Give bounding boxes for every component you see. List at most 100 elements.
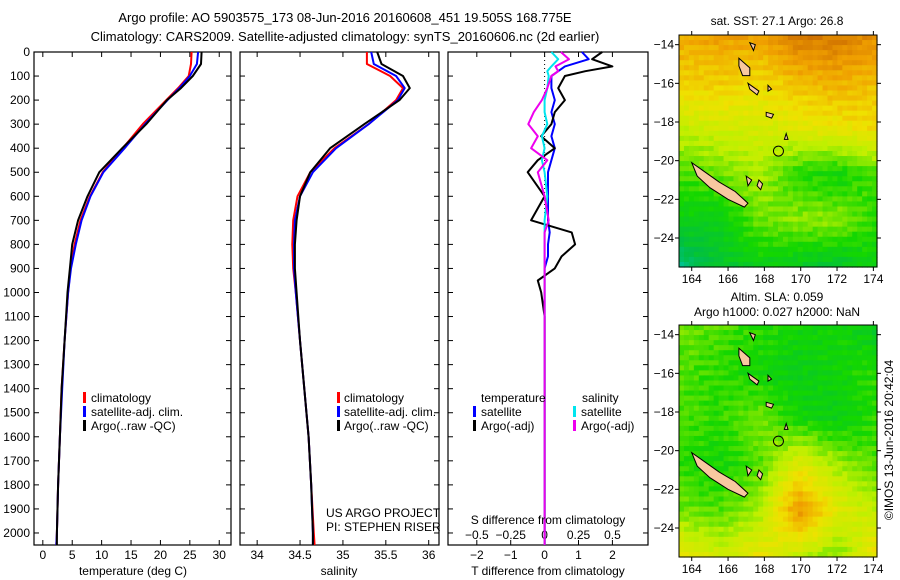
map-cell [822, 365, 829, 371]
map-cell [847, 395, 853, 402]
map-cell [857, 226, 863, 233]
map-cell [679, 365, 685, 371]
map-cell [852, 176, 858, 182]
map-cell [713, 410, 720, 417]
map-cell [733, 70, 739, 76]
map-cell [743, 395, 749, 402]
map-cell [688, 420, 695, 427]
map-cell [723, 125, 730, 132]
map-cell [837, 521, 843, 528]
map-cell [778, 45, 784, 51]
map-cell [733, 221, 739, 228]
map-cell [807, 466, 814, 472]
map-cell [802, 506, 809, 513]
map-cell [842, 330, 848, 336]
map-cell [728, 226, 735, 233]
map-cell [688, 531, 695, 538]
map-cell [753, 151, 759, 157]
map-cell [778, 196, 784, 203]
map-cell [733, 405, 739, 412]
map-cell [723, 70, 730, 76]
map-cell [797, 120, 804, 127]
map-cell [837, 360, 843, 366]
island [748, 41, 756, 52]
map-cell [807, 151, 814, 157]
map-cell [773, 506, 779, 513]
map-cell [768, 486, 774, 493]
map-cell [713, 65, 720, 71]
map-cell [778, 546, 784, 553]
map-cell [753, 201, 759, 208]
map-cell [718, 511, 725, 518]
map-cell [683, 405, 690, 412]
map-cell [768, 95, 774, 102]
map-cell [738, 330, 744, 336]
map-cell [763, 340, 769, 346]
map-cell [797, 246, 804, 253]
map-cell [812, 171, 819, 177]
map-cell [797, 345, 804, 351]
map-cell [683, 521, 690, 528]
map-cell [723, 516, 730, 523]
map-cell [792, 95, 799, 102]
map-cell [768, 501, 774, 508]
map-cell [807, 196, 814, 203]
map-cell [792, 161, 799, 167]
map-cell [842, 251, 848, 258]
map-cell [792, 451, 799, 457]
map-cell [837, 166, 843, 172]
map-cell [683, 80, 690, 87]
map-cell [753, 211, 759, 218]
map-cell [812, 70, 819, 76]
map-cell [733, 441, 739, 447]
map-cell [683, 526, 690, 533]
map-cell [688, 166, 695, 172]
map-cell [698, 251, 705, 258]
map-cell [713, 481, 720, 487]
map-cell [683, 125, 690, 132]
map-cell [683, 100, 690, 107]
map-cell [758, 196, 764, 203]
map-cell [792, 171, 799, 177]
map-cell [842, 55, 848, 61]
map-cell [852, 380, 858, 387]
map-cell [778, 511, 784, 518]
y-tick-label: 1800 [3, 478, 30, 492]
map-cell [782, 400, 789, 407]
map-cell [862, 166, 868, 172]
map-cell [763, 65, 769, 71]
map-cell [852, 70, 858, 76]
map-cell [773, 521, 779, 528]
map-cell [812, 110, 819, 117]
legend-label: Argo(-adj) [581, 419, 634, 433]
map-cell [698, 35, 705, 41]
map-cell [773, 385, 779, 392]
map-cell [847, 120, 853, 127]
map-cell [797, 390, 804, 397]
map-cell [817, 395, 824, 402]
map-cell [723, 370, 730, 377]
map-cell [733, 390, 739, 397]
map-cell [862, 446, 868, 452]
map-cell [703, 350, 710, 356]
map-cell [728, 166, 735, 172]
map-cell [723, 90, 730, 97]
map-cell [812, 166, 819, 172]
map-cell [847, 546, 853, 553]
map-cell [872, 390, 878, 397]
map-cell [852, 486, 858, 493]
map-cell [728, 221, 735, 228]
map-cell [693, 261, 700, 268]
map-cell [822, 531, 829, 538]
map-cell [728, 115, 735, 122]
map-cell [852, 400, 858, 407]
map-cell [787, 390, 794, 397]
map-cell [703, 380, 710, 387]
map-cell [698, 85, 705, 92]
map-cell [827, 441, 834, 447]
map-cell [723, 40, 730, 46]
map-cell [758, 70, 764, 76]
map-cell [792, 365, 799, 371]
map-cell [718, 70, 725, 76]
map-cell [733, 201, 739, 208]
